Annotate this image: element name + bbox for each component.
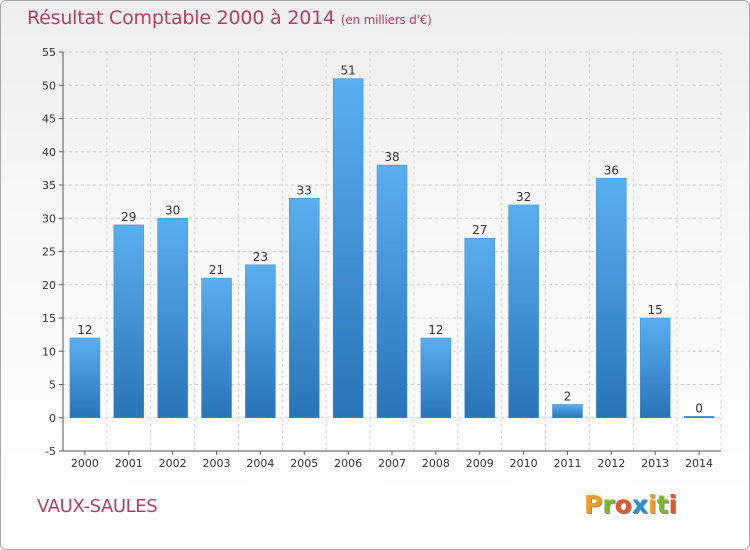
bar-value-label: 36 xyxy=(604,163,619,177)
logo-letter: i xyxy=(648,490,657,519)
y-tick-label: 5 xyxy=(49,379,56,392)
bar-value-label: 12 xyxy=(428,323,443,337)
chart-title: Résultat Comptable 2000 à 2014 (en millie… xyxy=(27,7,432,29)
y-tick-label: 55 xyxy=(42,46,56,59)
x-tick-label: 2003 xyxy=(203,457,231,470)
bar-2006 xyxy=(332,78,364,418)
x-tick-label: 2009 xyxy=(466,457,494,470)
bar-2007 xyxy=(376,164,408,418)
x-tick-label: 2012 xyxy=(597,457,625,470)
bars xyxy=(69,78,715,419)
logo-letter: i xyxy=(668,490,678,519)
bar-2011 xyxy=(552,404,583,419)
bar-value-label: 30 xyxy=(165,203,180,217)
bar-2013 xyxy=(639,317,671,418)
y-tick-label: 35 xyxy=(42,179,56,192)
location-name: VAUX-SAULES xyxy=(37,496,158,517)
bar-value-label: 32 xyxy=(516,190,531,204)
y-tick-label: 25 xyxy=(42,246,56,259)
bar-2002 xyxy=(157,218,188,418)
bar-2001 xyxy=(113,224,145,418)
chart-unit: (en milliers d'€) xyxy=(340,13,432,27)
y-tick-label: 15 xyxy=(42,312,56,325)
bar-value-label: 51 xyxy=(340,64,355,78)
x-tick-label: 2001 xyxy=(115,457,143,470)
x-tick-label: 2011 xyxy=(553,457,581,470)
y-tick-label: -5 xyxy=(45,445,56,458)
bar-2012 xyxy=(596,178,627,418)
bar-2004 xyxy=(245,264,276,418)
bar-value-label: 2 xyxy=(564,389,572,403)
bar-2009 xyxy=(464,237,495,418)
x-tick-label: 2005 xyxy=(290,457,318,470)
bar-2010 xyxy=(508,204,539,418)
bar-value-label: 21 xyxy=(209,263,224,277)
logo-letter: t xyxy=(656,490,669,519)
y-tick-label: 50 xyxy=(42,79,56,92)
labels: -505101520253035404550551220002920013020… xyxy=(42,46,713,470)
x-tick-label: 2013 xyxy=(641,457,669,470)
logo-letter: x xyxy=(631,490,648,519)
bar-value-label: 38 xyxy=(384,150,399,164)
axes xyxy=(59,51,721,455)
logo-letter: r xyxy=(602,490,615,519)
bar-2003 xyxy=(201,277,232,418)
logo-letter: o xyxy=(614,490,632,519)
x-tick-label: 2000 xyxy=(71,457,99,470)
bar-2000 xyxy=(69,337,101,419)
logo-letter: P xyxy=(584,490,603,519)
bar-value-label: 12 xyxy=(77,323,92,337)
x-tick-label: 2004 xyxy=(246,457,274,470)
chart-title-text: Résultat Comptable 2000 à 2014 xyxy=(27,7,335,29)
bar-value-label: 23 xyxy=(253,250,268,264)
y-tick-label: 10 xyxy=(42,345,56,358)
bar-2008 xyxy=(420,337,452,419)
x-tick-label: 2010 xyxy=(510,457,538,470)
bar-value-label: 27 xyxy=(472,223,487,237)
x-tick-label: 2014 xyxy=(685,457,713,470)
y-tick-label: 0 xyxy=(49,412,56,425)
bar-value-label: 15 xyxy=(648,303,663,317)
proxiti-logo: Proxiti xyxy=(584,490,677,519)
y-tick-label: 30 xyxy=(42,212,56,225)
y-tick-label: 20 xyxy=(42,279,56,292)
bar-value-label: 33 xyxy=(297,183,312,197)
x-tick-label: 2008 xyxy=(422,457,450,470)
y-tick-label: 40 xyxy=(42,146,56,159)
bar-2005 xyxy=(289,198,320,418)
x-tick-label: 2002 xyxy=(159,457,187,470)
x-tick-label: 2007 xyxy=(378,457,406,470)
x-tick-label: 2006 xyxy=(334,457,362,470)
bar-value-label: 29 xyxy=(121,210,136,224)
y-tick-label: 45 xyxy=(42,113,56,126)
bar-value-label: 0 xyxy=(695,401,703,415)
bar-2014 xyxy=(683,416,715,418)
